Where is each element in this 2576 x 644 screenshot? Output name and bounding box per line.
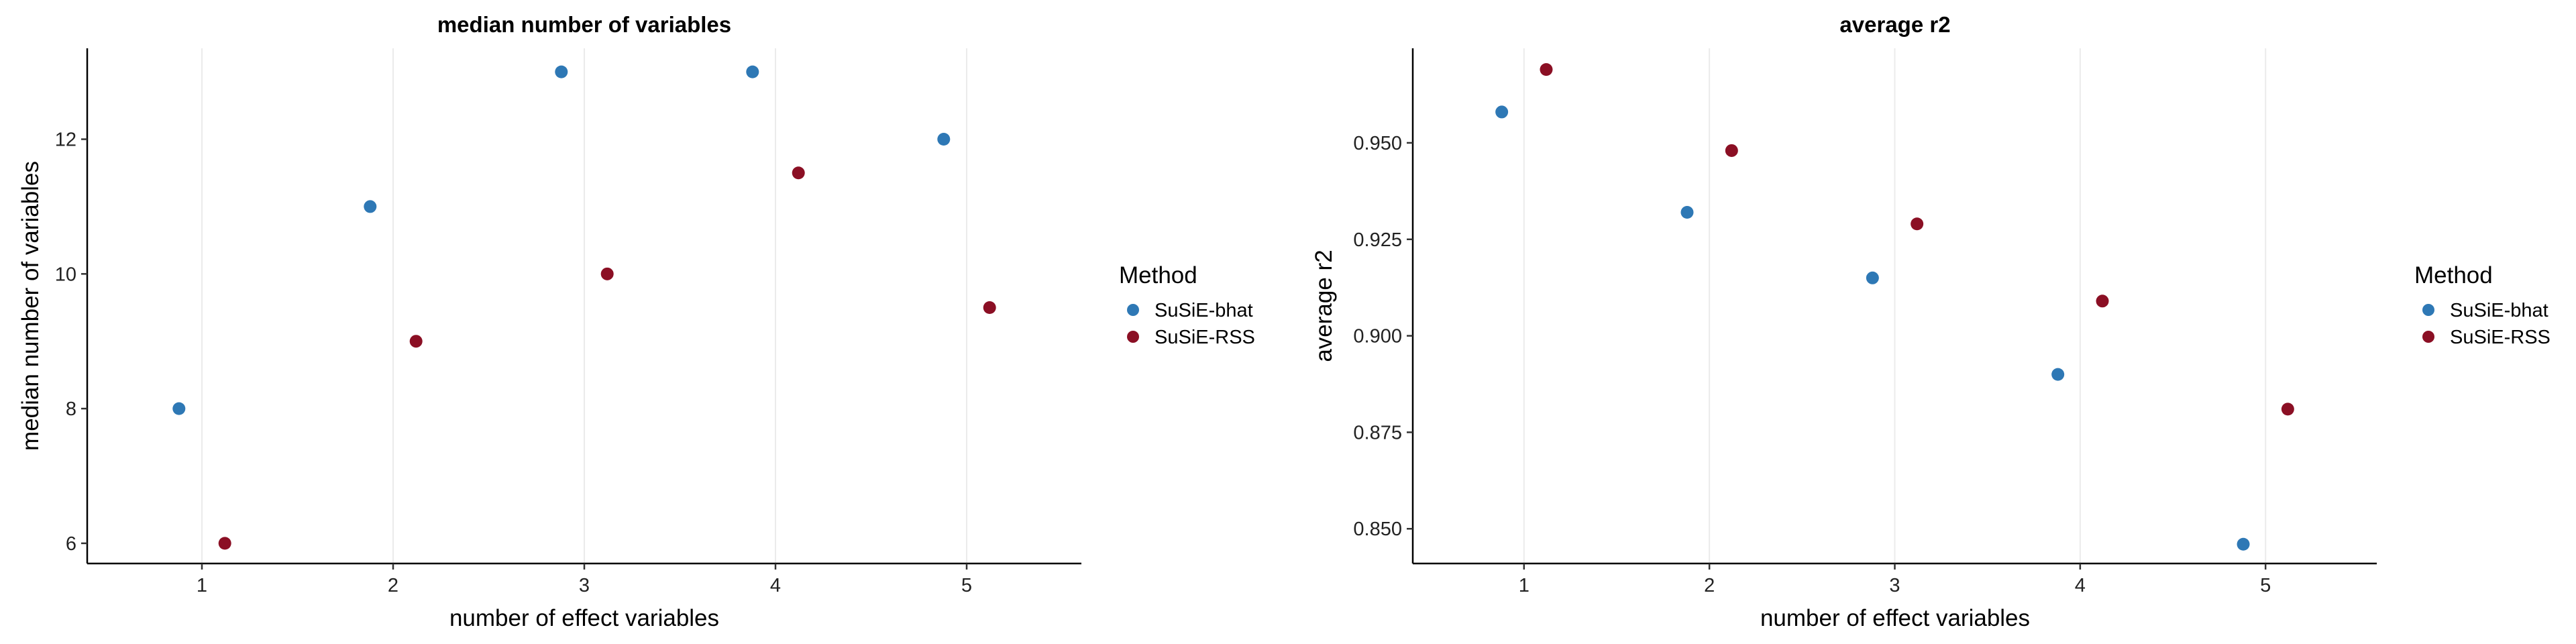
x-tick-label: 1 <box>1519 575 1529 596</box>
x-tick-label: 3 <box>579 575 590 596</box>
data-points <box>172 65 996 550</box>
data-point-susie-rss <box>218 537 231 550</box>
y-tick-label: 0.875 <box>1353 422 1402 443</box>
y-tick-label: 0.850 <box>1353 519 1402 540</box>
x-tick-label: 1 <box>197 575 207 596</box>
chart-title: median number of variables <box>437 12 731 37</box>
x-tick-label: 2 <box>388 575 398 596</box>
y-tick-label: 0.950 <box>1353 133 1402 154</box>
data-point-susie-bhat <box>1866 271 1879 284</box>
data-point-susie-bhat <box>364 200 377 213</box>
legend-label-susie-bhat: SuSiE-bhat <box>2450 300 2548 321</box>
gridlines <box>201 48 967 564</box>
data-point-susie-bhat <box>1495 105 1509 119</box>
x-tick-label: 4 <box>770 575 781 596</box>
data-point-susie-rss <box>792 166 805 180</box>
data-point-susie-rss <box>1911 217 1924 231</box>
data-point-susie-rss <box>1725 144 1738 157</box>
data-point-susie-rss <box>2096 294 2109 308</box>
data-point-susie-bhat <box>555 65 568 78</box>
x-axis-title: number of effect variables <box>449 605 719 631</box>
y-axis-title: average r2 <box>1311 250 1337 362</box>
data-point-susie-rss <box>983 301 996 315</box>
legend-swatch-susie-bhat <box>1127 304 1139 316</box>
data-point-susie-bhat <box>1680 205 1694 219</box>
legend-label-susie-rss: SuSiE-RSS <box>2450 327 2551 348</box>
x-ticks: 1 2 3 4 5 <box>197 564 972 596</box>
legend-swatch-susie-rss <box>1127 331 1139 343</box>
gridlines <box>1523 48 2267 564</box>
data-point-susie-rss <box>409 335 423 348</box>
legend-label-susie-rss: SuSiE-RSS <box>1155 327 1255 348</box>
data-points <box>1495 63 2294 551</box>
x-ticks: 1 2 3 4 5 <box>1519 564 2271 596</box>
legend-label-susie-bhat: SuSiE-bhat <box>1155 300 1253 321</box>
y-tick-label: 0.925 <box>1353 229 1402 251</box>
x-axis-title: number of effect variables <box>1760 605 2030 631</box>
data-point-susie-bhat <box>746 65 759 78</box>
y-axis-title: median number of variables <box>17 161 44 451</box>
data-point-susie-rss <box>2281 402 2294 416</box>
panel-average-r2: 0.850 0.875 0.900 0.925 0.950 1 2 3 4 5 average … <box>1311 12 2377 631</box>
legend-swatch-susie-bhat <box>2422 304 2434 316</box>
x-tick-label: 5 <box>961 575 972 596</box>
legend-swatch-susie-rss <box>2422 331 2434 343</box>
chart-title: average r2 <box>1839 12 1950 37</box>
x-tick-label: 4 <box>2075 575 2086 596</box>
legend: Method SuSiE-bhat SuSiE-RSS <box>1119 262 1255 348</box>
y-ticks: 0.850 0.875 0.900 0.925 0.950 <box>1353 133 1413 540</box>
y-tick-label: 8 <box>66 398 76 420</box>
legend: Method SuSiE-bhat SuSiE-RSS <box>2414 262 2551 348</box>
data-point-susie-rss <box>1540 63 1553 76</box>
data-point-susie-rss <box>600 267 614 280</box>
x-tick-label: 5 <box>2260 575 2271 596</box>
y-tick-label: 6 <box>66 533 76 555</box>
data-point-susie-bhat <box>172 402 186 415</box>
legend-title: Method <box>1119 262 1197 288</box>
y-tick-label: 0.900 <box>1353 326 1402 347</box>
legend-title: Method <box>2414 262 2493 288</box>
x-tick-label: 2 <box>1704 575 1715 596</box>
data-point-susie-bhat <box>2051 368 2065 381</box>
data-point-susie-bhat <box>2237 537 2250 551</box>
y-tick-label: 10 <box>55 264 76 285</box>
x-tick-label: 3 <box>1889 575 1900 596</box>
y-tick-label: 12 <box>55 129 76 151</box>
data-point-susie-bhat <box>937 133 951 146</box>
y-ticks: 6 8 10 12 <box>55 129 87 555</box>
